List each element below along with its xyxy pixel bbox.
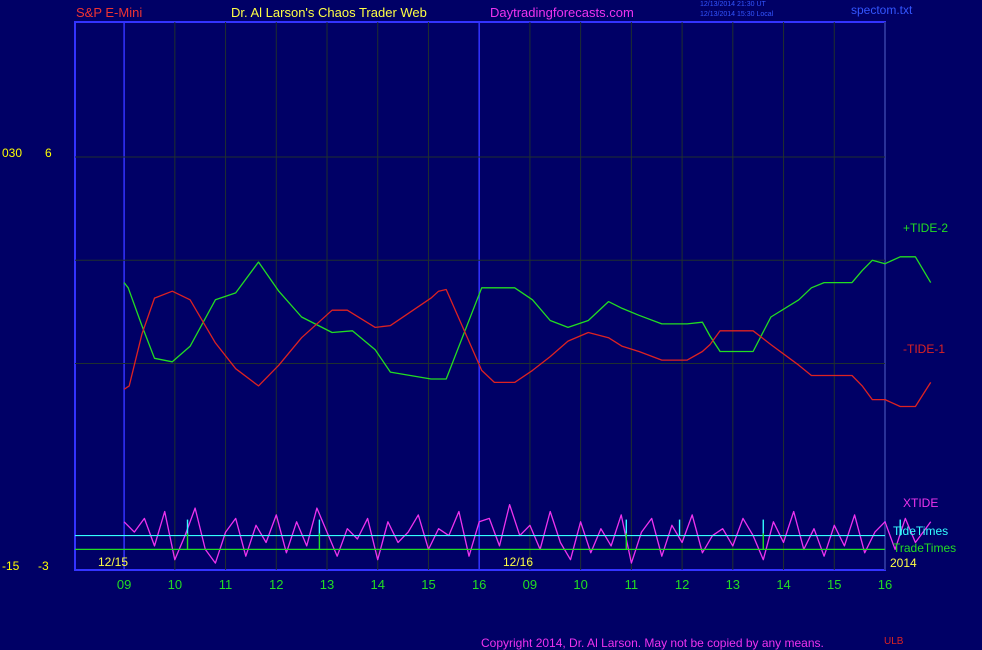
y-label-upper-a: 030 — [2, 146, 23, 160]
timestamp-local: 12/13/2014 15:30 Local — [700, 11, 774, 18]
x-tick-label: 13 — [320, 577, 334, 592]
x-tick-label: 13 — [726, 577, 740, 592]
source-filename: spectom.txt — [851, 3, 913, 17]
x-tick-label: 11 — [625, 577, 639, 592]
x-tick-label: 15 — [827, 577, 841, 592]
xtide-line — [123, 503, 932, 564]
legend-tide-times: TideTimes — [893, 524, 949, 538]
x-tick-label: 09 — [523, 577, 537, 592]
year-label: 2014 — [890, 556, 917, 570]
x-tick-label: 10 — [573, 577, 587, 592]
x-tick-label: 15 — [421, 577, 435, 592]
x-tick-label: 14 — [371, 577, 385, 592]
copyright-tag: ULB — [884, 636, 904, 647]
date-label-2: 12/16 — [503, 555, 534, 569]
site-url: Daytradingforecasts.com — [490, 5, 634, 20]
x-tick-label: 12 — [269, 577, 283, 592]
x-tick-label: 16 — [472, 577, 486, 592]
date-label-1: 12/15 — [98, 555, 129, 569]
y-label-lower-b: -3 — [38, 559, 49, 573]
y-label-lower-a: -15 — [2, 559, 20, 573]
x-tick-label: 16 — [878, 577, 892, 592]
x-tick-label: 14 — [776, 577, 790, 592]
symbol-title: S&P E-Mini — [76, 5, 143, 20]
x-tick-label: 10 — [168, 577, 182, 592]
legend-trade-times: TradeTimes — [893, 541, 957, 555]
y-label-upper-b: 6 — [45, 146, 52, 160]
tide-plus-line — [123, 256, 932, 380]
timestamp-ut: 12/13/2014 21:30 UT — [700, 1, 766, 8]
tide-minus-line — [123, 288, 932, 408]
site-title: Dr. Al Larson's Chaos Trader Web — [231, 5, 427, 20]
x-tick-label: 11 — [219, 577, 233, 592]
x-tick-label: 09 — [117, 577, 131, 592]
x-tick-label: 12 — [675, 577, 689, 592]
copyright: Copyright 2014, Dr. Al Larson. May not b… — [481, 636, 824, 650]
legend-xtide: XTIDE — [903, 496, 939, 510]
plot-frame — [74, 21, 886, 571]
legend-tide-plus: +TIDE-2 — [903, 221, 949, 235]
legend-tide-minus: -TIDE-1 — [903, 342, 945, 356]
